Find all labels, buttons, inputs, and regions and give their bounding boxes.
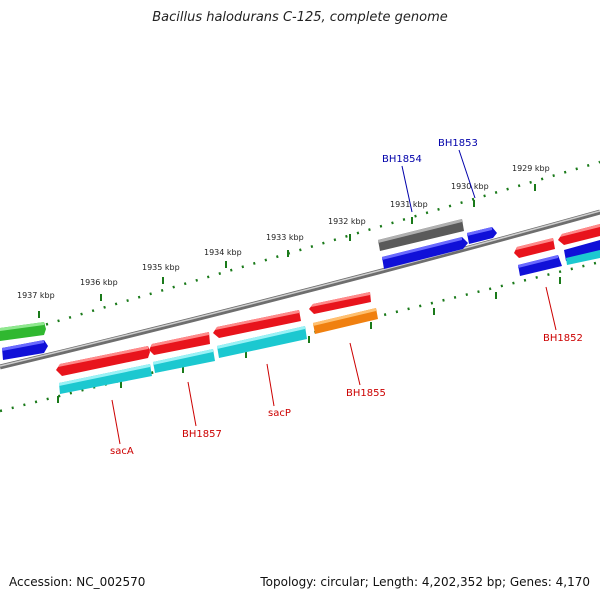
gene-feature-saca[interactable] (56, 346, 150, 376)
kbp-label: 1932 kbp (328, 217, 366, 226)
leader-line (545, 286, 557, 331)
genome-backbone-highlight (0, 210, 600, 367)
gene-feature-blue-far-right[interactable] (564, 240, 600, 261)
gene-feature-bh1852-highlight (516, 238, 553, 250)
gene-feature-blue-long-highlight (382, 237, 462, 260)
gene-feature-bh1853-highlight (467, 227, 492, 236)
label-leaders (111, 149, 557, 445)
leader-line (266, 363, 275, 407)
gene-feature-red-far-right-highlight (560, 224, 600, 237)
leader-line (111, 399, 121, 445)
genome-backbone (0, 209, 600, 370)
leader-line (401, 165, 413, 213)
gene-feature-blue-long[interactable] (382, 237, 468, 269)
kbp-label: 1929 kbp (512, 164, 550, 173)
gene-feature-orange-highlight (313, 308, 376, 326)
kbp-labels: 1937 kbp 1936 kbp 1935 kbp 1934 kbp 1933… (17, 164, 550, 300)
kbp-label: 1936 kbp (80, 278, 118, 287)
gene-feature-cyan-far-right[interactable] (566, 250, 600, 265)
gene-feature-sacp-highlight (215, 310, 299, 330)
gene-label-bh1852[interactable]: BH1852 (543, 333, 583, 344)
kbp-label: 1931 kbp (390, 200, 428, 209)
gene-feature-bh1857-highlight (151, 332, 209, 347)
gene-feature-cyan-1-highlight (59, 364, 150, 386)
leader-line (458, 149, 476, 199)
gene-feature-bh1854[interactable] (378, 219, 464, 251)
gene-feature-cyan-1[interactable] (59, 364, 152, 394)
gene-label-bh1853[interactable]: BH1853 (438, 138, 478, 149)
gene-features (0, 219, 600, 394)
kbp-label: 1937 kbp (17, 291, 55, 300)
leader-line (349, 342, 361, 386)
gene-feature-bh1854-highlight (378, 219, 462, 243)
gene-feature-blue-right-highlight (518, 255, 558, 268)
kbp-label: 1933 kbp (266, 233, 304, 242)
gene-feature-blue[interactable] (2, 340, 48, 360)
leader-line (187, 381, 197, 427)
scale-track-upper (0, 160, 600, 340)
kbp-label: 1934 kbp (204, 248, 242, 257)
map-title: Bacillus halodurans C-125, complete geno… (152, 10, 448, 25)
gene-feature-cyan-3-highlight (217, 326, 305, 349)
upper-major-ticks (38, 184, 536, 318)
gene-feature-blue-highlight (2, 340, 44, 351)
gene-feature-cyan-2-highlight (153, 349, 213, 365)
gene-feature-cyan-3[interactable] (217, 326, 307, 358)
gene-feature-orange[interactable] (313, 308, 378, 334)
gene-feature-bh1855-highlight (311, 292, 370, 307)
kbp-label: 1935 kbp (142, 263, 180, 272)
lower-major-ticks (57, 277, 561, 403)
gene-labels: sacA BH1857 sacP BH1855 BH1854 BH1853 BH… (110, 138, 583, 457)
gene-feature-cyan-2[interactable] (153, 349, 215, 373)
gene-label-bh1854[interactable]: BH1854 (382, 154, 422, 165)
accession-text: Accession: NC_002570 (9, 575, 146, 589)
gene-feature-blue-right[interactable] (518, 255, 562, 276)
genome-summary-text: Topology: circular; Length: 4,202,352 bp… (260, 575, 590, 589)
gene-feature-green-highlight (0, 322, 44, 331)
kbp-label: 1930 kbp (451, 182, 489, 191)
gene-label-sacp[interactable]: sacP (268, 408, 291, 419)
gene-label-saca[interactable]: sacA (110, 446, 134, 457)
gene-feature-saca-highlight (58, 346, 148, 367)
gene-label-bh1857[interactable]: BH1857 (182, 429, 222, 440)
gene-label-bh1855[interactable]: BH1855 (346, 388, 386, 399)
